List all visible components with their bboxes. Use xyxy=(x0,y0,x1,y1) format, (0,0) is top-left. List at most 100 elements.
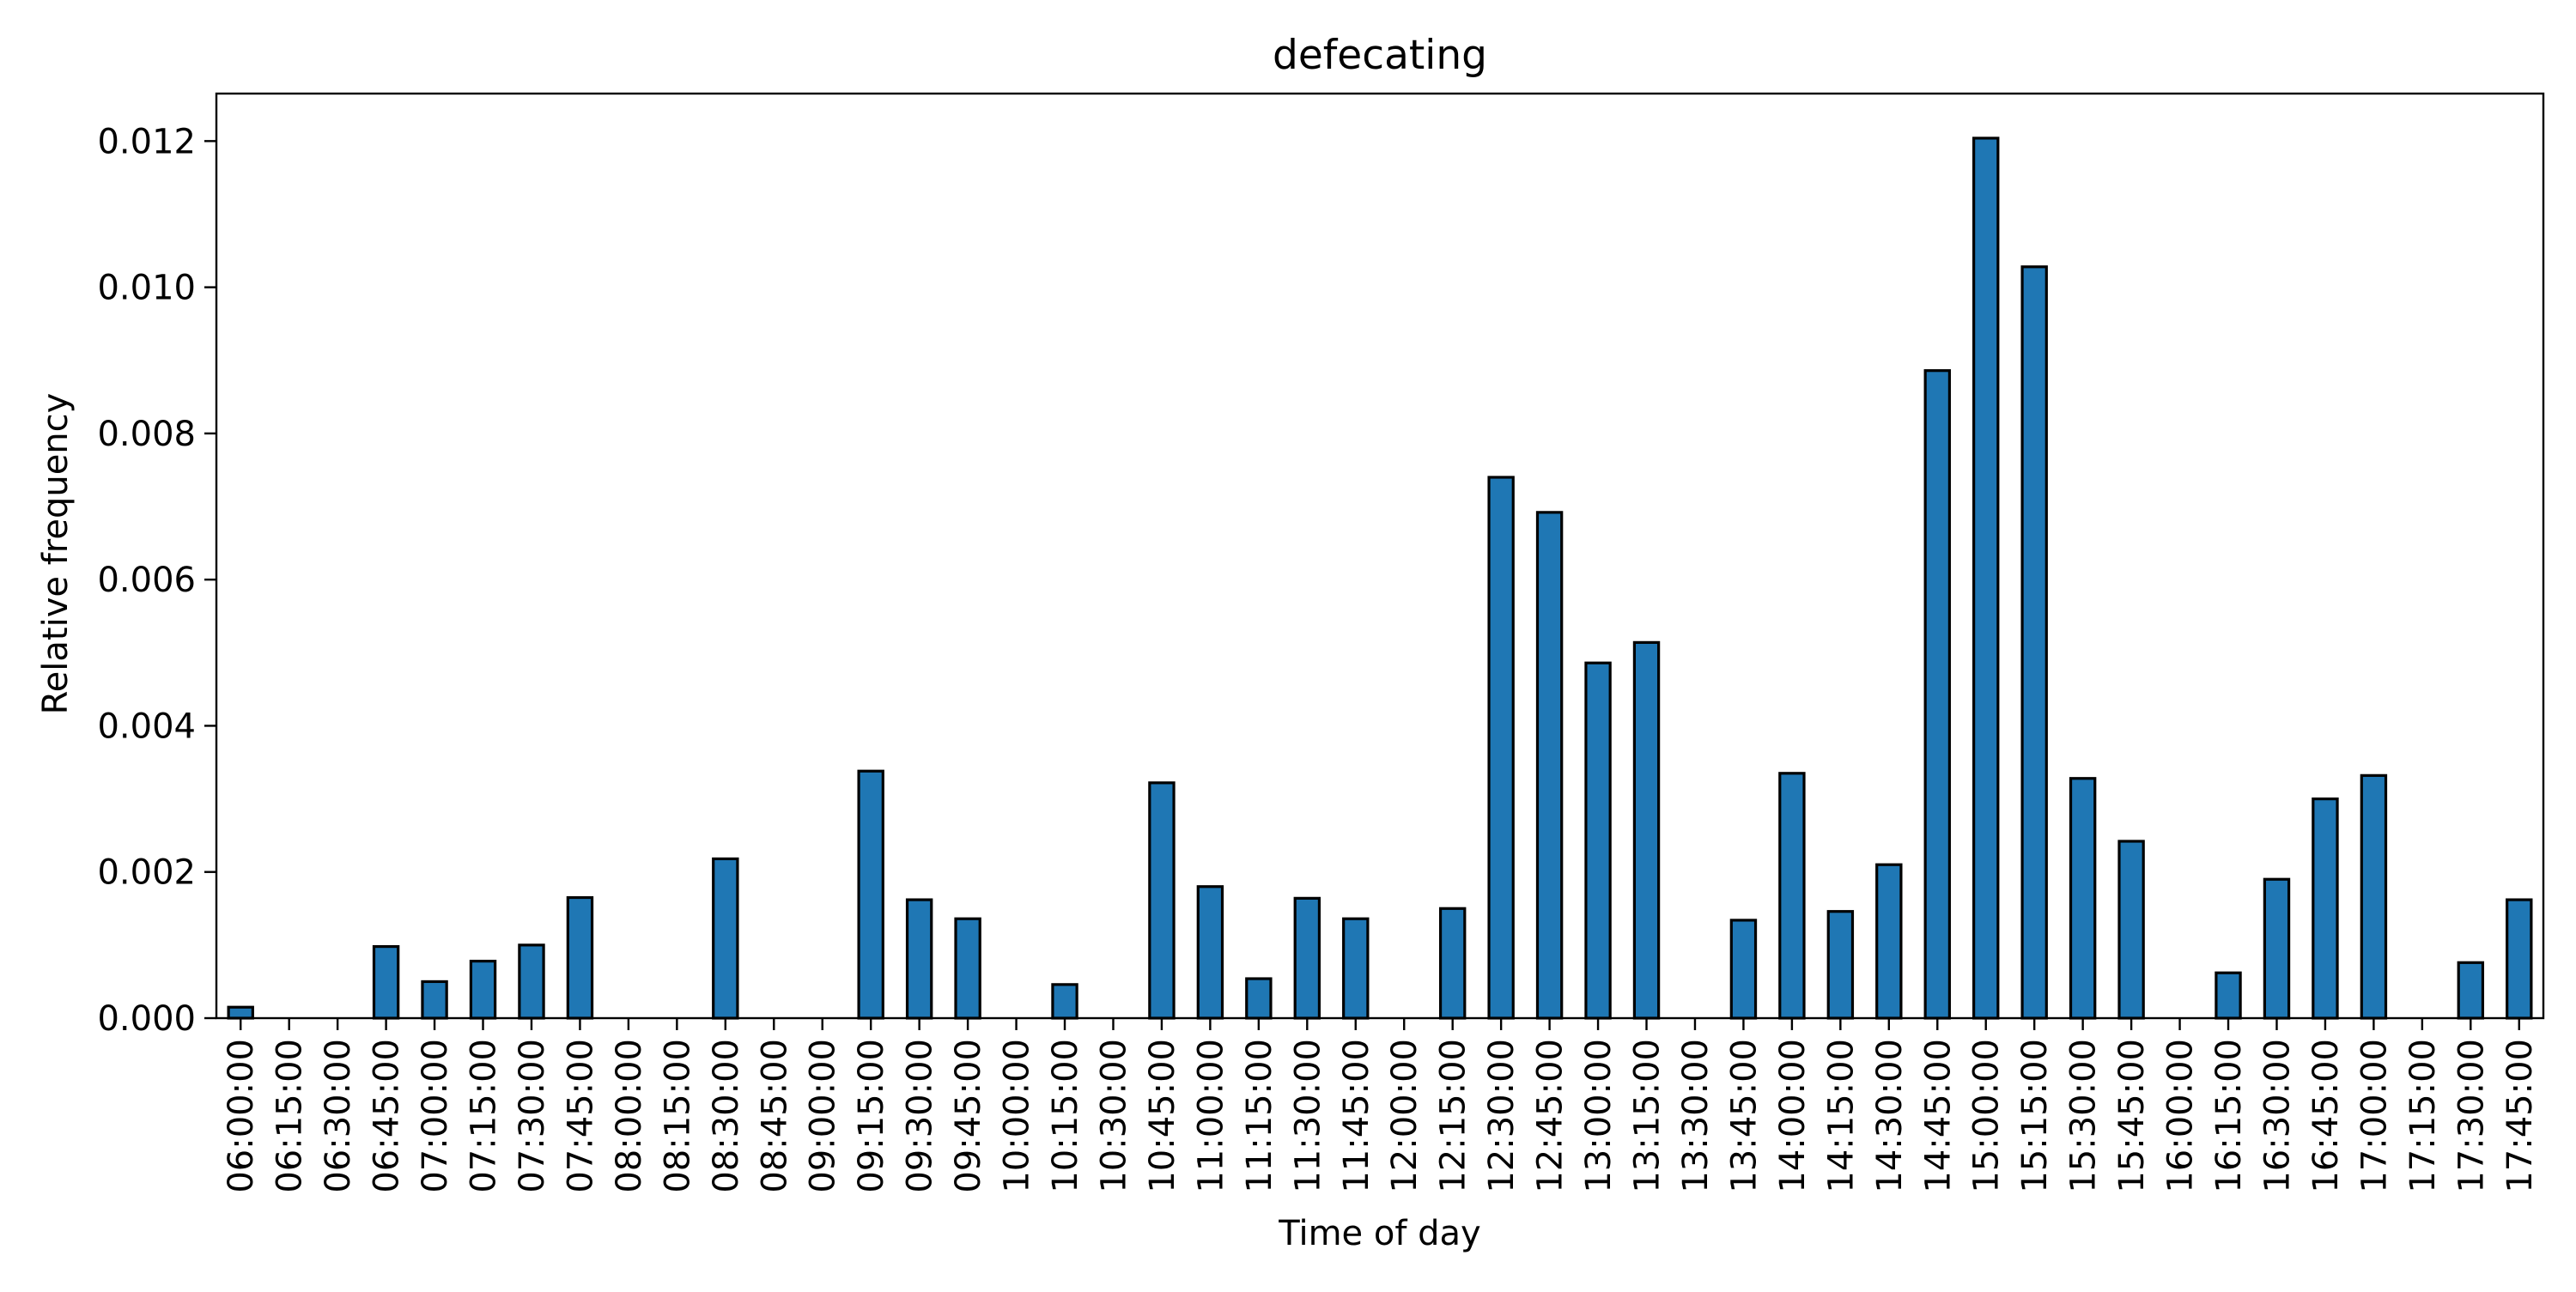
x-tick-label: 13:45:00 xyxy=(1724,1039,1764,1193)
x-tick-label: 06:15:00 xyxy=(270,1039,310,1193)
x-tick-label: 14:30:00 xyxy=(1870,1039,1910,1193)
bar-06:45:00 xyxy=(372,944,400,1020)
bar-08:30:00 xyxy=(712,857,739,1020)
x-tick-label: 14:15:00 xyxy=(1821,1039,1861,1193)
bar-17:45:00 xyxy=(2506,898,2533,1020)
x-tick-label: 06:45:00 xyxy=(368,1039,407,1193)
bar-14:30:00 xyxy=(1875,863,1903,1020)
bar-15:00:00 xyxy=(1972,136,2000,1020)
bar-13:45:00 xyxy=(1729,919,1758,1020)
bar-16:15:00 xyxy=(2215,971,2242,1020)
bar-07:30:00 xyxy=(518,943,545,1020)
bar-09:30:00 xyxy=(905,898,933,1020)
x-tick-label: 17:45:00 xyxy=(2500,1039,2540,1193)
x-tick-label: 16:45:00 xyxy=(2306,1039,2346,1193)
bar-11:30:00 xyxy=(1293,896,1321,1020)
x-tick-label: 07:00:00 xyxy=(416,1039,455,1193)
x-tick-label: 08:00:00 xyxy=(610,1039,649,1193)
bar-09:45:00 xyxy=(954,917,981,1020)
x-tick-label: 12:30:00 xyxy=(1482,1039,1522,1193)
y-tick-label: 0.012 xyxy=(97,122,196,161)
bar-17:00:00 xyxy=(2360,773,2388,1020)
x-tick-label: 11:45:00 xyxy=(1337,1039,1376,1193)
x-tick-label: 07:15:00 xyxy=(465,1039,504,1193)
x-tick-label: 11:30:00 xyxy=(1288,1039,1327,1193)
x-tick-label: 16:15:00 xyxy=(2209,1039,2249,1193)
bar-15:30:00 xyxy=(2069,777,2097,1020)
x-tick-label: 12:45:00 xyxy=(1531,1039,1571,1193)
x-tick-label: 09:45:00 xyxy=(949,1039,988,1193)
y-tick-label: 0.002 xyxy=(97,853,196,893)
x-tick-label: 15:00:00 xyxy=(1967,1039,2007,1193)
x-tick-label: 10:45:00 xyxy=(1143,1039,1182,1193)
x-tick-label: 08:30:00 xyxy=(707,1039,746,1193)
x-tick-label: 15:15:00 xyxy=(2015,1039,2055,1193)
bars xyxy=(227,136,2533,1020)
x-tick-label: 15:45:00 xyxy=(2112,1039,2152,1193)
x-tick-label: 17:15:00 xyxy=(2403,1039,2443,1193)
bar-09:15:00 xyxy=(857,769,884,1020)
bar-15:15:00 xyxy=(2020,265,2048,1020)
chart-title: defecating xyxy=(1273,32,1487,79)
x-tick-label: 15:30:00 xyxy=(2064,1039,2104,1193)
bar-07:00:00 xyxy=(421,980,448,1020)
y-tick-label: 0.006 xyxy=(97,561,196,600)
y-axis-label: Relative frequency xyxy=(36,393,76,715)
x-tick-label: 09:00:00 xyxy=(804,1039,843,1193)
y-axis-ticks: 0.000 0.002 0.004 0.006 0.008 0.010 0.012 xyxy=(97,122,216,1039)
y-tick-label: 0.010 xyxy=(97,269,196,308)
bar-10:45:00 xyxy=(1148,781,1176,1020)
bar-11:45:00 xyxy=(1342,917,1370,1020)
x-tick-label: 13:30:00 xyxy=(1676,1039,1716,1193)
y-tick-label: 0.008 xyxy=(97,415,196,454)
x-tick-label: 17:00:00 xyxy=(2354,1039,2394,1193)
x-tick-label: 10:30:00 xyxy=(1094,1039,1133,1193)
bar-14:15:00 xyxy=(1826,910,1855,1020)
x-tick-label: 16:30:00 xyxy=(2257,1039,2297,1193)
bar-17:30:00 xyxy=(2457,961,2485,1020)
x-tick-label: 12:15:00 xyxy=(1434,1039,1473,1193)
x-tick-label: 12:00:00 xyxy=(1385,1039,1425,1193)
bar-16:30:00 xyxy=(2263,877,2291,1020)
bar-07:15:00 xyxy=(469,959,497,1020)
x-tick-label: 14:45:00 xyxy=(1918,1039,1958,1193)
bar-16:45:00 xyxy=(2312,797,2339,1020)
x-tick-label: 13:15:00 xyxy=(1628,1039,1668,1193)
x-tick-label: 07:30:00 xyxy=(513,1039,552,1193)
x-tick-label: 10:15:00 xyxy=(1046,1039,1085,1193)
x-tick-label: 11:15:00 xyxy=(1240,1039,1279,1193)
y-tick-label: 0.004 xyxy=(97,707,196,746)
bar-13:15:00 xyxy=(1632,640,1661,1020)
x-tick-label: 11:00:00 xyxy=(1191,1039,1230,1193)
plot-area-frame xyxy=(215,92,2545,1020)
x-axis-ticks: 06:00:00 06:15:00 06:30:00 06:45:00 07:00:00… xyxy=(222,1018,2540,1193)
x-tick-label: 06:30:00 xyxy=(319,1039,358,1193)
bar-11:15:00 xyxy=(1245,977,1273,1020)
bar-06:00:00 xyxy=(227,1005,254,1020)
bar-07:45:00 xyxy=(566,895,594,1020)
x-tick-label: 06:00:00 xyxy=(222,1039,261,1193)
x-tick-label: 08:45:00 xyxy=(755,1039,794,1193)
x-tick-label: 09:15:00 xyxy=(852,1039,891,1193)
bar-10:15:00 xyxy=(1051,983,1078,1020)
x-tick-label: 10:00:00 xyxy=(998,1039,1037,1193)
bar-12:30:00 xyxy=(1487,476,1515,1020)
bar-12:15:00 xyxy=(1438,907,1467,1020)
x-tick-label: 16:00:00 xyxy=(2161,1039,2201,1193)
x-axis-label: Time of day xyxy=(1278,1214,1480,1253)
bar-15:45:00 xyxy=(2117,840,2145,1020)
bar-12:45:00 xyxy=(1535,511,1564,1020)
y-tick-label: 0.000 xyxy=(97,999,196,1039)
bar-14:00:00 xyxy=(1778,772,1806,1020)
x-tick-label: 09:30:00 xyxy=(901,1039,940,1193)
x-tick-label: 08:15:00 xyxy=(658,1039,697,1193)
x-tick-label: 17:30:00 xyxy=(2451,1039,2491,1193)
bar-11:00:00 xyxy=(1196,885,1224,1020)
bar-14:45:00 xyxy=(1923,369,1951,1020)
x-tick-label: 13:00:00 xyxy=(1579,1039,1619,1193)
bar-13:00:00 xyxy=(1584,661,1612,1020)
x-tick-label: 14:00:00 xyxy=(1773,1039,1813,1193)
x-tick-label: 07:45:00 xyxy=(561,1039,600,1193)
